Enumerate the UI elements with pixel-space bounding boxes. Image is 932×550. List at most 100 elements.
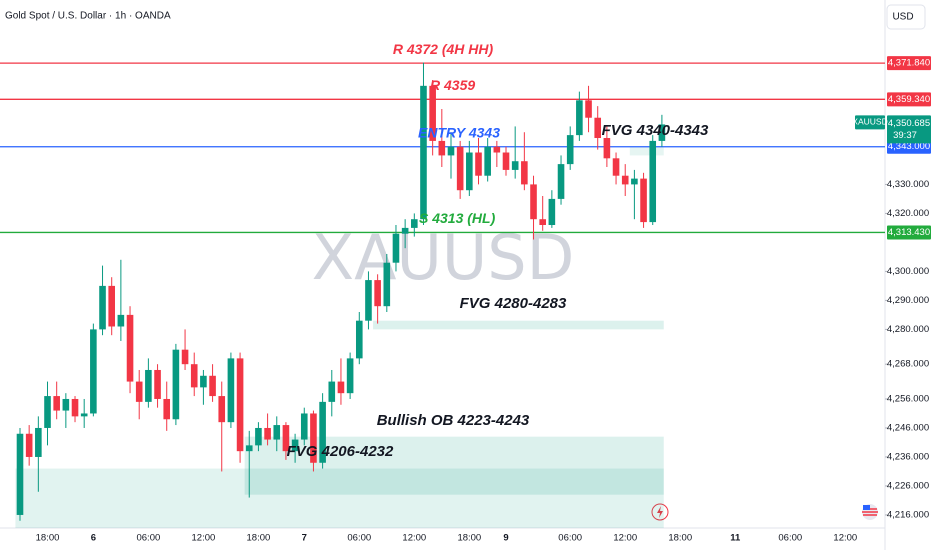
symbol-tag-label: XAUUSD — [852, 117, 887, 127]
x-tick-label: 06:00 — [347, 533, 371, 544]
currency-button[interactable] — [886, 4, 926, 30]
x-tick-label: 18:00 — [36, 533, 60, 544]
candle-body — [310, 413, 317, 463]
candle-body — [411, 219, 418, 228]
zone — [373, 320, 664, 330]
candle-body — [649, 140, 657, 223]
level-price-label: 4,313.430 — [888, 227, 930, 238]
candle-body — [245, 445, 253, 452]
candle-body — [163, 398, 171, 420]
candle-body — [300, 413, 308, 440]
zone — [629, 146, 664, 156]
candle-body — [475, 152, 482, 176]
candle-body — [282, 425, 290, 452]
candle-body — [374, 280, 381, 307]
current-price-label: 4,350.685 — [888, 118, 930, 129]
level-price-label: 4,343.000 — [888, 141, 930, 152]
candle-body — [236, 358, 244, 452]
candle-body — [328, 381, 336, 402]
level-note: R 4372 (4H HH) — [393, 41, 494, 57]
candle-body — [108, 285, 115, 327]
level-price-tag — [887, 92, 931, 107]
candle-body — [429, 85, 436, 141]
candle-body — [154, 369, 161, 399]
candle-body — [557, 164, 565, 199]
level-price-label: 4,371.840 — [888, 58, 930, 69]
chart-header: Gold Spot / U.S. Dollar · 1h · OANDA — [5, 11, 171, 22]
x-tick-label: 18:00 — [247, 533, 271, 544]
level-price-tag — [887, 225, 931, 240]
candle-body — [44, 396, 51, 428]
x-tick-label: 18:00 — [668, 533, 692, 544]
x-tick-label: 18:00 — [457, 533, 481, 544]
y-tick-label: 4,236.000 — [887, 451, 929, 462]
candle-body — [264, 427, 271, 440]
candle-body — [438, 140, 446, 156]
alert-icon-bolt — [657, 506, 663, 518]
countdown: 39:37 — [893, 130, 917, 141]
level-price-tag — [887, 56, 931, 71]
candle-body — [466, 152, 473, 191]
candle-body — [420, 85, 427, 220]
flag-canton — [863, 505, 870, 510]
x-tick-label: 7 — [302, 533, 307, 544]
current-price-tag — [887, 115, 931, 144]
candle-body — [181, 349, 189, 365]
candle-body — [71, 398, 79, 417]
x-tick-label: 6 — [91, 533, 96, 544]
y-tick-label: 4,256.000 — [887, 393, 929, 404]
candle-body — [603, 138, 611, 159]
candle-body — [621, 175, 629, 185]
candle-body — [548, 198, 556, 226]
candle-body — [145, 369, 152, 402]
candle-body — [401, 227, 409, 234]
x-tick-label: 06:00 — [778, 533, 802, 544]
candle-body — [227, 358, 235, 423]
candle-body — [383, 262, 391, 307]
candle-body — [456, 146, 464, 191]
watermark: XAUUSD — [312, 221, 575, 294]
candle-body — [355, 320, 363, 359]
currency-button-label[interactable]: USD — [892, 12, 913, 23]
candle-body — [658, 124, 666, 141]
candle-body — [612, 158, 620, 176]
candle-body — [35, 427, 42, 457]
candle-body — [319, 401, 326, 463]
candle-body — [16, 433, 24, 515]
x-tick-label: 9 — [503, 533, 508, 544]
candle-body — [631, 178, 638, 185]
candle-body — [273, 425, 281, 440]
symbol-tag — [855, 115, 885, 130]
candle-body — [484, 146, 491, 176]
candle-body — [493, 146, 501, 153]
candle-body — [392, 233, 400, 263]
y-tick-label: 4,216.000 — [887, 509, 929, 520]
y-tick-label: 4,268.000 — [887, 359, 929, 370]
candle-body — [511, 161, 519, 170]
candle-body — [530, 184, 537, 220]
zone-label: FVG 4280-4283 — [460, 295, 567, 312]
candle-body — [126, 314, 134, 382]
candle-body — [90, 329, 97, 414]
x-tick-label: 12:00 — [613, 533, 637, 544]
candle-body — [502, 152, 510, 170]
y-tick-label: 4,300.000 — [887, 266, 929, 277]
x-tick-label: 11 — [730, 533, 741, 544]
candle-body — [172, 349, 180, 420]
candle-body — [640, 178, 647, 223]
candle-body — [190, 364, 198, 388]
candle-body — [25, 433, 33, 457]
level-note: ENTRY 4343 — [418, 124, 500, 140]
zone — [15, 468, 664, 528]
y-tick-label: 4,226.000 — [887, 480, 929, 491]
y-tick-label: 4,280.000 — [887, 324, 929, 335]
x-tick-label: 12:00 — [402, 533, 426, 544]
candle-body — [365, 280, 372, 321]
zone-label: FVG 4206-4232 — [287, 443, 394, 460]
candle-body — [585, 100, 592, 118]
candle-body — [255, 427, 262, 446]
candle-body — [594, 117, 602, 139]
